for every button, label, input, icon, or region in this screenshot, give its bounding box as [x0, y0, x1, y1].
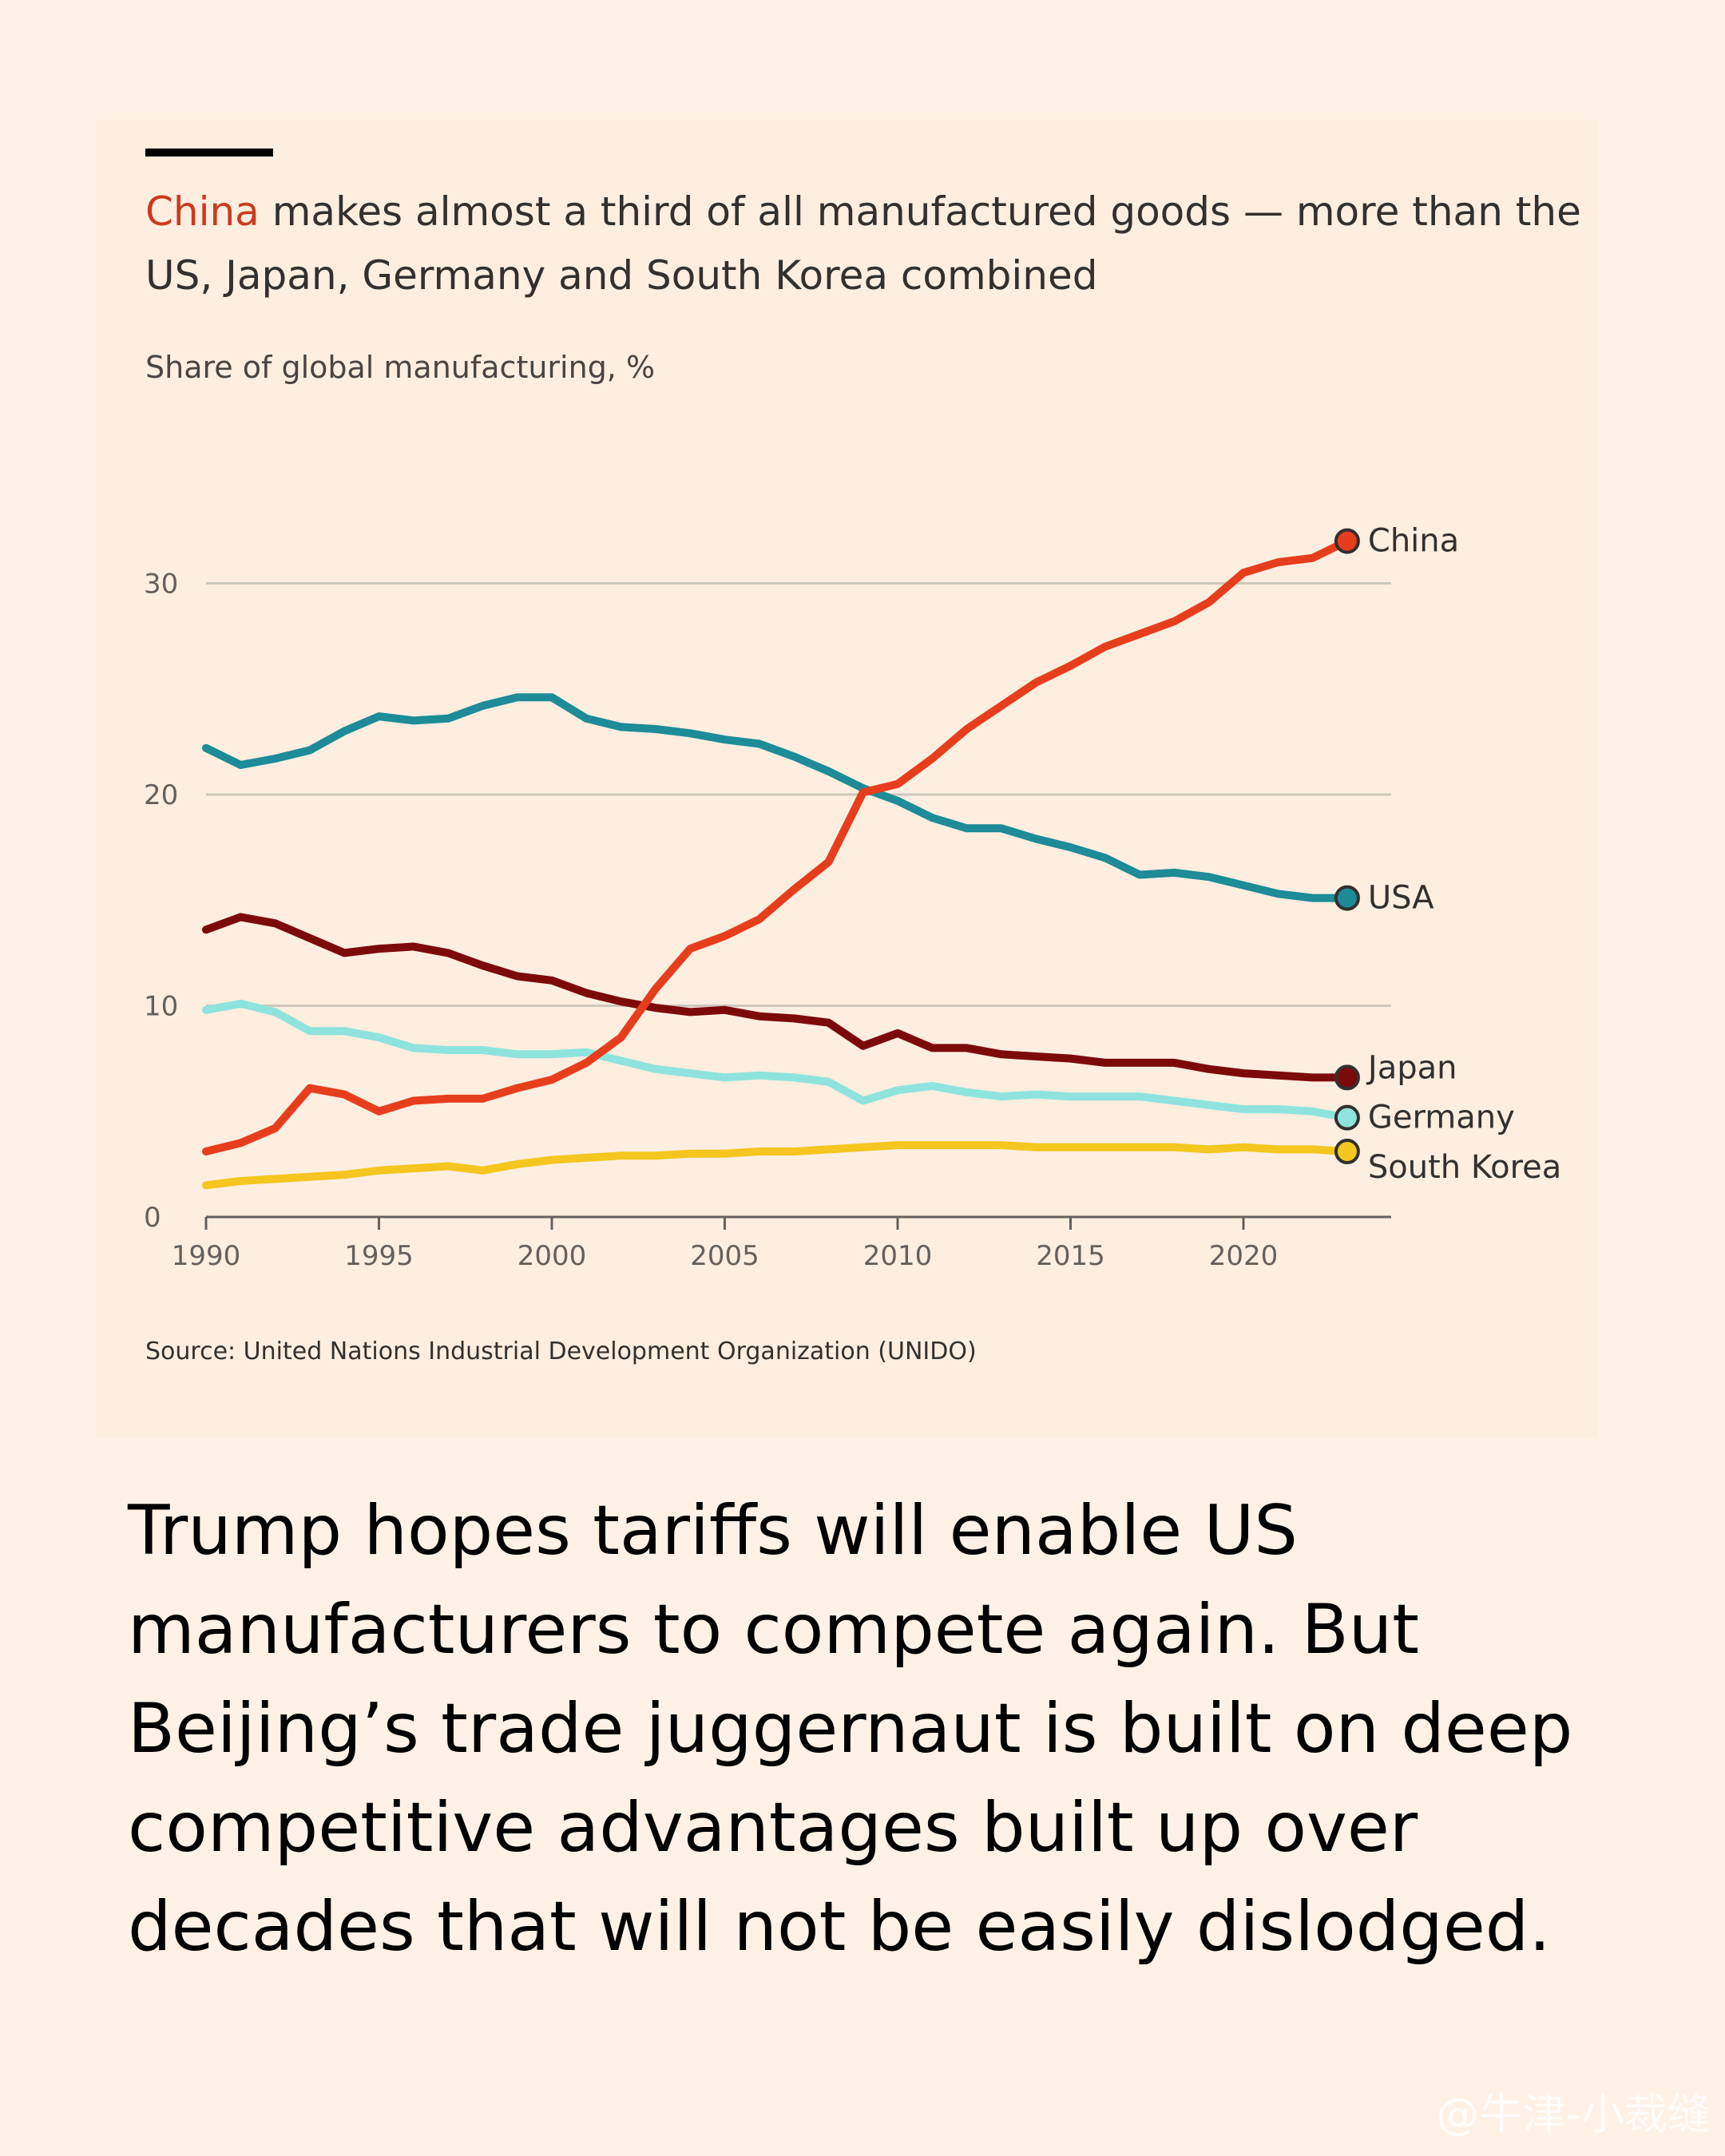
series-line-germany — [202, 999, 1351, 1122]
series-line-south-korea — [202, 1141, 1351, 1190]
headline-highlight: China — [145, 188, 260, 235]
y-tick-label-20: 20 — [144, 779, 178, 811]
y-tick-label-30: 30 — [144, 569, 178, 600]
x-tick-label-1990: 1990 — [172, 1240, 241, 1272]
headline-rest: makes almost a third of all manufactured… — [145, 188, 1581, 299]
gridlines — [206, 582, 1391, 1007]
x-axis: 1990 1995 2000 2005 2010 2015 2020 — [172, 1215, 1391, 1272]
series-label-usa: USA — [1368, 880, 1434, 917]
line-chart: 0 10 20 30 1990 1995 2000 2005 2010 2015 2020 Chi… — [144, 523, 1561, 1272]
chart-subtitle: Share of global manufacturing, % — [145, 350, 656, 385]
y-tick-label-0: 0 — [144, 1202, 161, 1234]
series-label-japan: Japan — [1366, 1049, 1457, 1086]
series-line-japan — [202, 913, 1351, 1082]
x-tick-label-1995: 1995 — [344, 1240, 414, 1272]
series-label-germany: Germany — [1368, 1100, 1515, 1136]
series-line-china — [202, 537, 1351, 1155]
weibo-watermark: @牛津-小裁缝 — [1436, 2089, 1711, 2139]
end-marker-germany — [1334, 1104, 1360, 1131]
end-marker-japan — [1334, 1064, 1360, 1091]
x-tick-label-2010: 2010 — [863, 1240, 933, 1272]
series-labels: China USA Japan Germany South Korea — [1366, 523, 1561, 1186]
headline-rule — [145, 149, 273, 157]
body-paragraph: Trump hopes tariffs will enable US manuf… — [128, 1491, 1573, 1967]
series-label-china: China — [1368, 523, 1459, 560]
x-tick-label-2020: 2020 — [1209, 1240, 1279, 1272]
x-tick-label-2005: 2005 — [690, 1240, 759, 1272]
end-marker-china — [1334, 528, 1360, 554]
end-marker-south-korea — [1334, 1139, 1360, 1165]
y-tick-label-10: 10 — [144, 991, 178, 1023]
series-label-south-korea: South Korea — [1368, 1149, 1561, 1186]
end-markers — [1334, 528, 1360, 1165]
x-tick-label-2015: 2015 — [1036, 1240, 1105, 1272]
y-tick-labels: 0 10 20 30 — [144, 569, 178, 1235]
chart-source: Source: United Nations Industrial Develo… — [145, 1338, 977, 1365]
end-marker-usa — [1334, 885, 1360, 911]
x-tick-label-2000: 2000 — [518, 1240, 587, 1272]
series-lines — [202, 537, 1351, 1190]
chart-headline: China makes almost a third of all manufa… — [145, 180, 1583, 307]
series-line-usa — [202, 693, 1351, 902]
